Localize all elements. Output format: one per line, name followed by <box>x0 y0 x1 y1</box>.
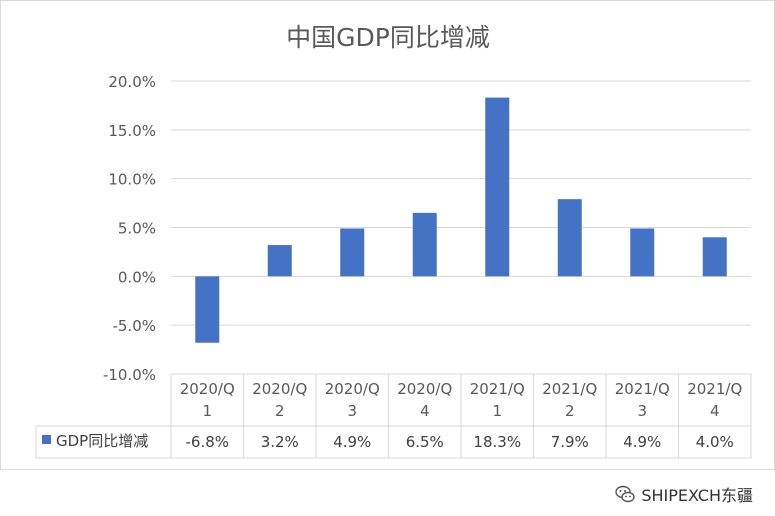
x-tick-label: 2020/Q <box>325 380 380 398</box>
gridlines <box>171 80 751 375</box>
x-tick-label: 2 <box>565 402 575 420</box>
y-tick-label: 0.0% <box>118 268 156 286</box>
bar <box>412 212 437 277</box>
x-tick-label: 2021/Q <box>687 380 742 398</box>
y-tick-label: 15.0% <box>108 122 156 140</box>
data-label: 4.9% <box>333 433 371 451</box>
chart: 中国GDP同比增减 20.0% 15.0% 10.0% 5.0% 0.0% -5.0% -1… <box>35 23 752 459</box>
legend-label: GDP同比增减 <box>56 432 148 450</box>
data-label: 6.5% <box>406 433 444 451</box>
x-tick-label: 4 <box>710 402 720 420</box>
bar <box>195 276 220 343</box>
bar <box>702 237 727 277</box>
y-tick-label: 20.0% <box>108 73 156 91</box>
x-tick-label: 2021/Q <box>615 380 670 398</box>
data-label: 3.2% <box>261 433 299 451</box>
data-label: 4.9% <box>623 433 661 451</box>
data-label: 4.0% <box>696 433 734 451</box>
x-tick-label: 3 <box>347 402 357 420</box>
x-tick-label: 2 <box>275 402 285 420</box>
legend-swatch <box>42 435 51 444</box>
bar <box>485 97 510 277</box>
watermark: SHIPEXCH东疆 <box>615 482 753 506</box>
data-label: 18.3% <box>473 433 521 451</box>
x-tick-label: 2020/Q <box>397 380 452 398</box>
x-tick-label: 2020/Q <box>252 380 307 398</box>
y-axis-ticks: 20.0% 15.0% 10.0% 5.0% 0.0% -5.0% -10.0% <box>103 73 156 384</box>
y-tick-label: 10.0% <box>108 171 156 189</box>
x-tick-label: 2021/Q <box>542 380 597 398</box>
wechat-icon <box>615 485 636 503</box>
x-tick-label: 2020/Q <box>180 380 235 398</box>
data-label: 7.9% <box>551 433 589 451</box>
x-tick-label: 1 <box>492 402 502 420</box>
watermark-text: SHIPEXCH东疆 <box>641 486 753 505</box>
x-tick-label: 1 <box>202 402 212 420</box>
chart-title: 中国GDP同比增减 <box>286 23 490 52</box>
y-tick-label: -10.0% <box>103 366 156 384</box>
bar <box>267 245 292 277</box>
bars <box>195 97 727 343</box>
data-table: 2020/Q 1 -6.8% 2020/Q 2 3.2% 2020/Q 3 4.9% 2020/Q… <box>35 374 752 459</box>
data-label: -6.8% <box>185 433 229 451</box>
x-tick-label: 3 <box>637 402 647 420</box>
bar <box>557 199 582 277</box>
y-tick-label: -5.0% <box>112 317 156 335</box>
bar <box>630 228 655 277</box>
x-tick-label: 2021/Q <box>470 380 525 398</box>
bar <box>340 228 365 277</box>
y-tick-label: 5.0% <box>118 220 156 238</box>
x-tick-label: 4 <box>420 402 430 420</box>
